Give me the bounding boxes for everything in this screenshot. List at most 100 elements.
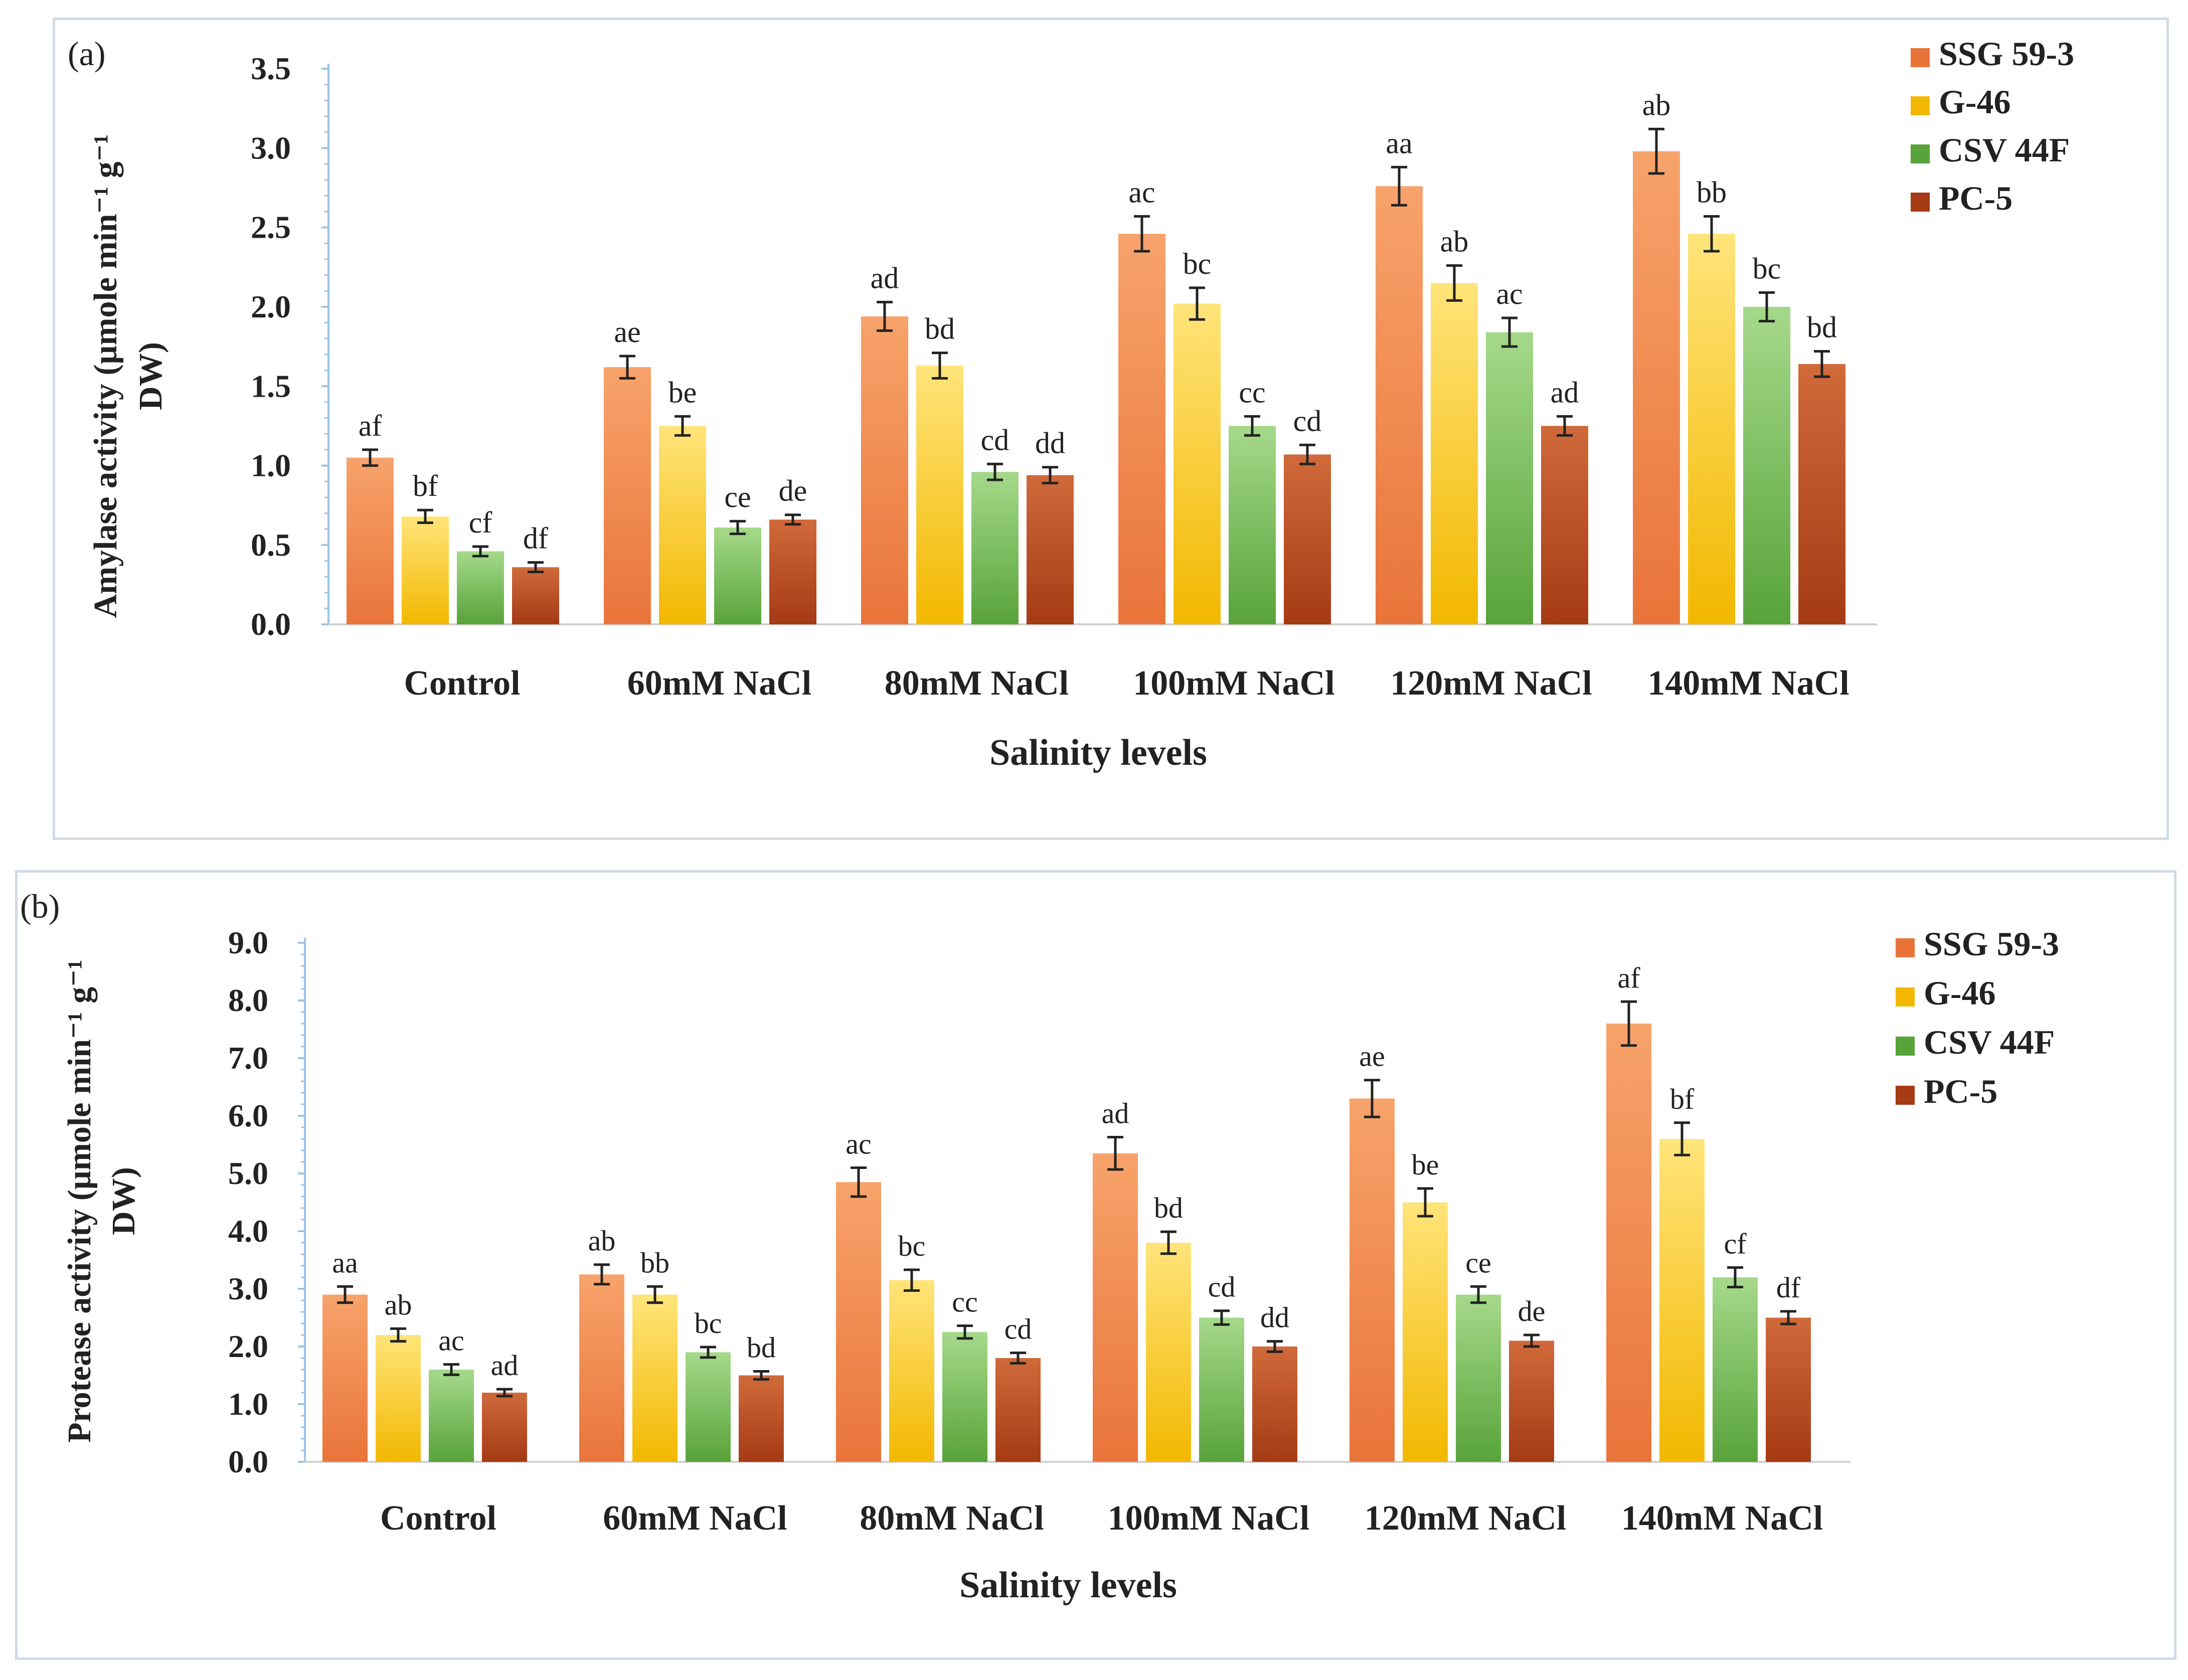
error-bar-a-pc-5-60mm-nacl [785,514,801,526]
bar-b-pc-5-140mm-nacl [1766,1317,1811,1462]
legend-label-a-csv-44f: CSV 44F [1939,131,2070,169]
data-label-b-ssg-59-3-80mm-nacl: ac [846,1128,872,1160]
error-bar-a-g-46-140mm-nacl [1704,215,1720,253]
bar-a-ssg-59-3-140mm-nacl [1633,151,1680,624]
data-label-a-ssg-59-3-60mm-nacl: ae [614,315,640,349]
y-tick-label-a: 1.0 [251,448,291,483]
bar-a-csv-44f-control [457,551,504,624]
bar-a-g-46-80mm-nacl [916,365,963,624]
bar-b-pc-5-100mm-nacl [1252,1347,1297,1462]
data-label-b-g-46-control: ab [385,1288,412,1321]
bar-b-pc-5-80mm-nacl [995,1358,1041,1462]
data-label-b-pc-5-60mm-nacl: bd [747,1331,776,1364]
bar-b-g-46-control [376,1335,421,1462]
error-bar-b-csv-44f-80mm-nacl [957,1324,973,1340]
panel-a-xlabel: Salinity levels [989,732,1207,773]
y-tick-label-b: 4.0 [228,1213,268,1249]
error-bar-b-csv-44f-60mm-nacl [700,1346,716,1359]
bar-b-ssg-59-3-100mm-nacl [1093,1153,1138,1462]
panel-a-ylabel-line1: Amylase activity (µmole min⁻¹ g⁻¹ [87,134,124,618]
y-tick-label-a: 0.0 [251,606,291,642]
bar-a-pc-5-100mm-nacl [1284,454,1331,624]
x-tick-label-b-80mm-nacl: 80mM NaCl [860,1499,1044,1538]
legend-swatch-a-csv-44f [1911,144,1930,163]
x-tick-label-b-control: Control [380,1499,496,1538]
error-bar-b-ssg-59-3-80mm-nacl [851,1166,867,1198]
bar-b-ssg-59-3-control [322,1294,368,1462]
data-label-a-g-46-120mm-nacl: ab [1440,225,1469,258]
data-label-a-g-46-60mm-nacl: be [668,376,697,409]
error-bar-b-csv-44f-140mm-nacl [1727,1266,1743,1289]
bar-b-ssg-59-3-80mm-nacl [836,1182,881,1462]
bar-a-csv-44f-140mm-nacl [1743,306,1790,624]
bar-a-ssg-59-3-control [347,457,394,624]
bar-b-g-46-100mm-nacl [1146,1243,1191,1462]
data-label-a-pc-5-80mm-nacl: dd [1035,427,1065,460]
bar-a-csv-44f-60mm-nacl [714,527,761,624]
legend-swatch-b-ssg-59-3 [1896,938,1915,957]
bar-b-g-46-120mm-nacl [1403,1202,1448,1462]
error-bar-b-ssg-59-3-100mm-nacl [1107,1136,1123,1171]
error-bar-a-csv-44f-120mm-nacl [1501,316,1518,348]
data-label-a-ssg-59-3-80mm-nacl: ad [871,261,899,294]
bar-a-pc-5-140mm-nacl [1798,364,1845,624]
x-tick-label-a-60mm-nacl: 60mM NaCl [627,664,811,703]
bar-a-pc-5-60mm-nacl [769,520,816,624]
data-label-b-pc-5-80mm-nacl: cd [1004,1313,1032,1346]
y-tick-label-a: 2.5 [251,210,291,245]
bar-b-pc-5-60mm-nacl [739,1375,784,1462]
data-label-b-g-46-60mm-nacl: bb [640,1246,669,1279]
error-bar-a-g-46-120mm-nacl [1446,264,1462,302]
chart-b-plot: 0.01.02.03.04.05.06.07.08.09.0aaabacadCo… [228,925,2059,1538]
error-bar-a-csv-44f-control [472,545,488,558]
data-label-b-ssg-59-3-120mm-nacl: ae [1359,1040,1385,1073]
error-bar-b-g-46-140mm-nacl [1674,1121,1690,1156]
data-label-b-ssg-59-3-140mm-nacl: af [1617,961,1640,994]
data-label-b-pc-5-120mm-nacl: de [1518,1295,1546,1327]
legend-swatch-a-g-46 [1911,96,1930,115]
error-bar-b-pc-5-120mm-nacl [1524,1333,1540,1348]
error-bar-a-pc-5-80mm-nacl [1042,466,1058,484]
data-label-a-csv-44f-control: cf [469,506,492,539]
bar-b-g-46-80mm-nacl [889,1280,934,1462]
data-label-b-g-46-120mm-nacl: be [1412,1148,1439,1181]
data-label-a-csv-44f-120mm-nacl: ac [1496,277,1523,310]
y-tick-label-a: 3.0 [251,130,291,165]
error-bar-a-ssg-59-3-60mm-nacl [619,355,635,380]
y-tick-label-a: 2.0 [251,289,291,324]
legend-swatch-a-ssg-59-3 [1911,48,1930,67]
data-label-a-pc-5-control: df [523,522,548,555]
data-label-b-csv-44f-80mm-nacl: cc [952,1286,978,1318]
y-tick-label-b: 2.0 [228,1328,268,1364]
data-label-b-ssg-59-3-60mm-nacl: ab [588,1225,616,1257]
error-bar-b-ssg-59-3-control [337,1285,353,1304]
data-label-a-csv-44f-60mm-nacl: ce [724,480,751,514]
data-label-a-pc-5-120mm-nacl: ad [1551,376,1579,409]
data-label-b-csv-44f-100mm-nacl: cd [1208,1271,1236,1303]
bar-b-csv-44f-80mm-nacl [942,1332,987,1462]
x-tick-label-a-120mm-nacl: 120mM NaCl [1390,664,1592,703]
bar-b-g-46-140mm-nacl [1659,1139,1705,1462]
data-label-b-csv-44f-140mm-nacl: cf [1724,1227,1747,1260]
x-tick-label-a-80mm-nacl: 80mM NaCl [885,664,1069,703]
error-bar-b-g-46-80mm-nacl [904,1268,920,1292]
bar-a-csv-44f-100mm-nacl [1229,426,1276,624]
x-tick-label-b-140mm-nacl: 140mM NaCl [1621,1499,1823,1538]
bar-a-g-46-140mm-nacl [1688,234,1735,625]
error-bar-a-csv-44f-60mm-nacl [730,520,746,536]
data-label-b-ssg-59-3-control: aa [332,1246,358,1279]
error-bar-b-csv-44f-120mm-nacl [1470,1285,1486,1304]
error-bar-a-ssg-59-3-100mm-nacl [1134,215,1150,253]
panel-b-ylabel-line1: Protease activity (µmole min⁻¹ g⁻¹ [61,959,98,1442]
bar-a-ssg-59-3-120mm-nacl [1376,186,1423,625]
x-tick-label-b-100mm-nacl: 100mM NaCl [1108,1499,1309,1538]
bar-a-ssg-59-3-80mm-nacl [861,316,908,624]
bar-a-g-46-120mm-nacl [1431,283,1478,624]
bar-a-g-46-control [402,516,449,624]
legend-swatch-b-csv-44f [1896,1037,1915,1056]
legend-swatch-b-pc-5 [1896,1086,1915,1105]
panel-b-xlabel: Salinity levels [959,1565,1177,1606]
bar-a-pc-5-120mm-nacl [1541,426,1588,624]
